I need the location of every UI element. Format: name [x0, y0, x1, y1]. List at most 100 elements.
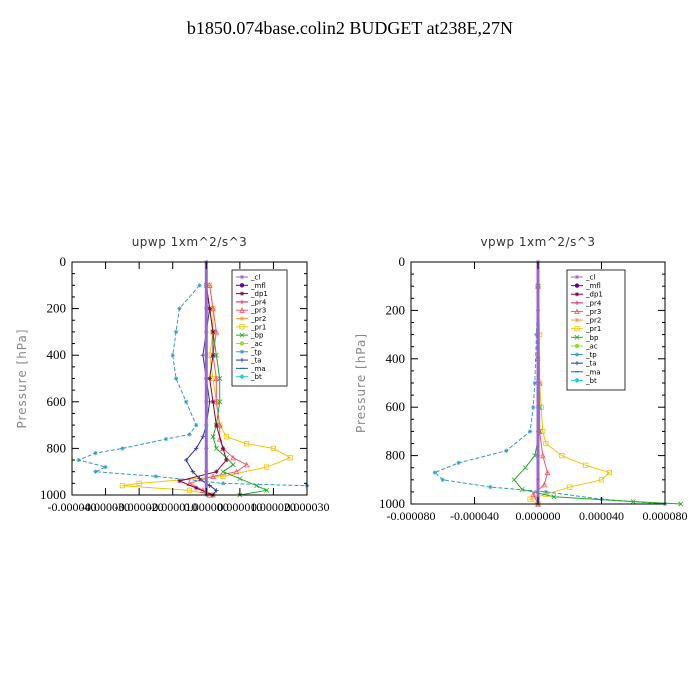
y-axis-label: Pressure [hPa]: [15, 328, 29, 428]
data-point: [270, 445, 277, 452]
data-point: [535, 284, 541, 289]
data-point: [264, 464, 270, 470]
legend-label: _pr1: [250, 323, 266, 331]
data-point: [183, 399, 189, 404]
data-point: [535, 405, 541, 410]
data-point: [204, 446, 209, 451]
series-dp1: [177, 283, 229, 498]
data-point: [170, 353, 175, 358]
data-point: [530, 491, 537, 497]
data-point: [204, 329, 209, 335]
y-tick-label: 200: [386, 302, 406, 317]
legend-label: _mfl: [585, 282, 601, 290]
x-tick-label: 0.000080: [643, 509, 688, 523]
data-point: [187, 432, 192, 437]
y-tick-label: 600: [386, 399, 406, 414]
data-point: [519, 486, 525, 492]
x-tick-label: -0.000040: [450, 509, 499, 523]
data-point: [177, 306, 182, 311]
x-tick-label: -0.000020: [115, 500, 164, 514]
data-point: [488, 484, 493, 490]
legend-marker: [239, 332, 245, 338]
data-point: [237, 476, 243, 482]
data-point: [119, 483, 125, 489]
data-point: [224, 457, 229, 463]
data-point: [543, 440, 549, 447]
legend-marker: [574, 334, 580, 340]
data-point: [183, 457, 189, 463]
figure-title: b1850.074base.colin2 BUDGET at238E,27N: [186, 18, 514, 38]
data-point: [535, 308, 541, 313]
data-point: [535, 453, 541, 458]
data-point: [527, 429, 533, 434]
data-point: [206, 282, 213, 288]
legend-marker: [574, 317, 580, 323]
legend-label: _pr4: [250, 298, 267, 306]
legend-marker: [574, 300, 580, 306]
data-point: [204, 306, 209, 311]
legend-marker: [574, 308, 580, 315]
data-point: [535, 429, 541, 434]
y-tick-label: 200: [47, 301, 67, 316]
legend: _cl_mfl_dp1_pr4_pr3_pr2_pr1_bp_ac_tp_ta_…: [231, 269, 288, 387]
x-tick-label: -0.000040: [48, 500, 97, 514]
chart-panel-2: vpwp 1xm^2/s^3 Pressure [hPa] 0 200 400 600 80…: [354, 235, 688, 523]
legend-box: [231, 269, 288, 387]
x-tick-label: 0.000000: [184, 500, 229, 514]
data-point: [210, 473, 216, 479]
data-point: [243, 441, 250, 447]
data-point: [173, 376, 179, 381]
legend-label: _tp: [585, 351, 597, 359]
data-point: [217, 399, 223, 405]
data-point: [136, 480, 142, 486]
data-point: [197, 283, 202, 288]
y-tick-label: 400: [47, 347, 67, 362]
y-axis-label: Pressure [hPa]: [354, 333, 368, 433]
legend-label: _dp1: [585, 291, 603, 299]
legend-label: _tp: [250, 348, 262, 356]
data-point: [173, 329, 179, 335]
x-tick-label: -0.000030: [81, 500, 130, 514]
legend-label: _bt: [585, 377, 597, 385]
legend-label: _ac: [585, 342, 598, 350]
x-tick-label: 0.000030: [285, 500, 330, 514]
data-point: [527, 496, 533, 502]
data-point: [213, 375, 220, 382]
data-point: [598, 477, 605, 483]
legend-label: _pr3: [250, 307, 266, 315]
chart-panel-1: upwp 1xm^2/s^3 Pressure [hPa] 0 200 400 600 80…: [15, 235, 330, 514]
data-point: [93, 469, 98, 474]
y-tick-label: 600: [47, 394, 67, 409]
legend-label: _ta: [250, 357, 262, 365]
data-point: [264, 487, 270, 493]
data-point: [220, 469, 226, 475]
legend-label: _cl: [250, 274, 260, 282]
x-tick-label: 0.000020: [251, 500, 296, 514]
y-tick-label: 1000: [40, 487, 66, 502]
data-point: [216, 422, 223, 428]
data-point: [432, 470, 438, 475]
data-point: [440, 477, 445, 482]
legend-label: _dp1: [250, 290, 268, 298]
data-point: [456, 460, 461, 466]
data-point: [539, 452, 546, 459]
data-point: [76, 457, 81, 463]
data-point: [544, 469, 551, 476]
data-point: [551, 494, 557, 500]
legend-marker: [239, 324, 245, 330]
series-line: [122, 285, 292, 496]
data-point: [214, 488, 219, 493]
legend-marker: [574, 343, 580, 349]
legend-marker: [574, 283, 580, 288]
data-point: [93, 450, 98, 456]
data-point: [204, 283, 209, 288]
data-point: [204, 422, 209, 428]
data-point: [204, 469, 209, 474]
data-point: [543, 489, 549, 495]
legend-label: _ac: [250, 340, 263, 348]
legend-label: _pr3: [585, 308, 601, 316]
y-tick-label: 1000: [379, 496, 405, 511]
series-line: [532, 286, 549, 505]
data-point: [567, 484, 573, 490]
